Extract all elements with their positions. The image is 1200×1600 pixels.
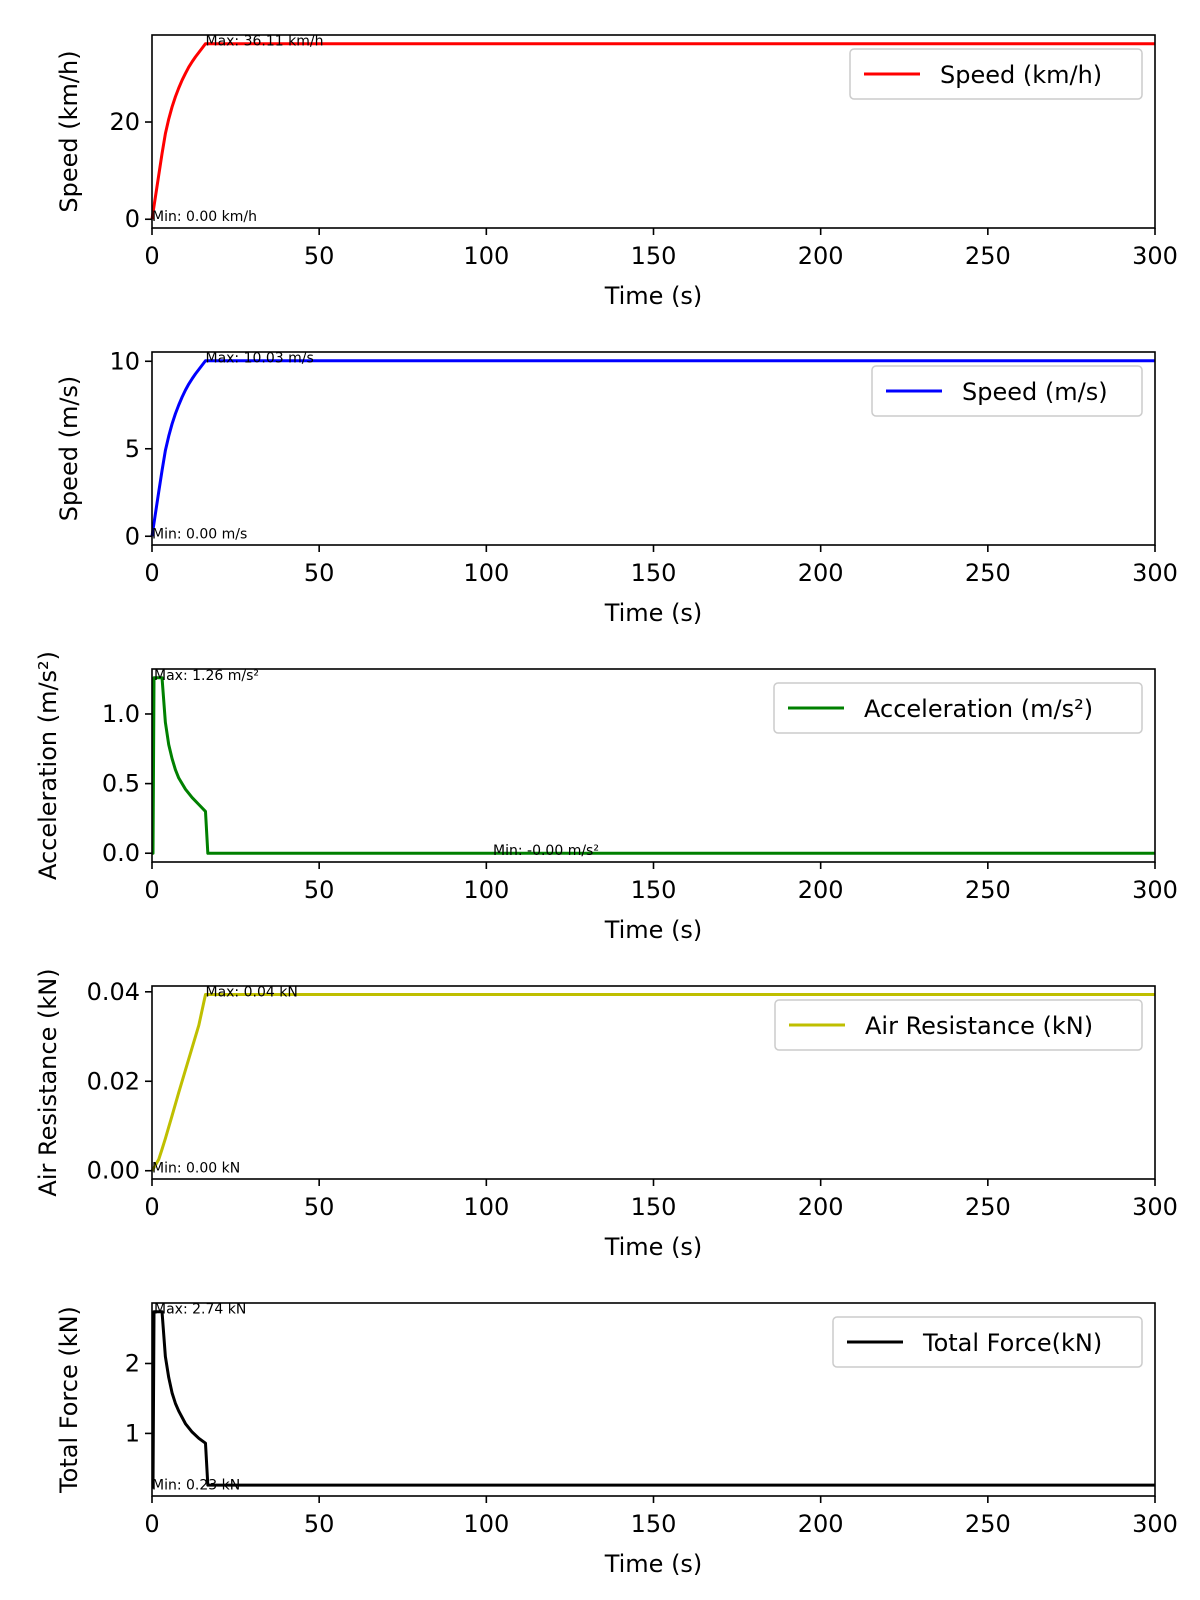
legend-box xyxy=(871,365,1143,417)
annotation-max: Max: 36.11 km/h xyxy=(205,34,323,50)
legend: Air Resistance (kN) xyxy=(774,999,1143,1051)
annotation-max: Max: 1.26 m/s² xyxy=(154,668,259,684)
chart-panel-3: 0 50 100 150 200 250 300 0.0 0.5 1.0 Time (s) Accel… xyxy=(34,651,1178,944)
x-tick-label: 300 xyxy=(1132,876,1178,904)
y-axis-label: Speed (km/h) xyxy=(55,50,83,212)
chart-panel-1: 0 50 100 150 200 250 300 0 20 Time (s) Speed (km/h… xyxy=(55,34,1178,310)
y-tick-label: 10 xyxy=(109,347,140,375)
x-tick-label: 0 xyxy=(144,559,159,587)
series-line-1 xyxy=(151,1310,1155,1489)
annotation-min: Min: 0.23 kN xyxy=(152,1477,240,1493)
y-tick-label: 0.02 xyxy=(87,1067,140,1095)
series-line-1 xyxy=(151,676,1155,855)
x-tick-label: 250 xyxy=(965,559,1011,587)
legend-box xyxy=(774,999,1143,1051)
legend-box xyxy=(773,682,1143,734)
y-tick-label: 5 xyxy=(125,435,140,463)
y-axis-label: Speed (m/s) xyxy=(55,376,83,522)
x-tick-label: 250 xyxy=(965,1193,1011,1221)
annotation-max: Max: 2.74 kN xyxy=(154,1302,246,1318)
x-tick-label: 100 xyxy=(463,242,509,270)
legend-label: Air Resistance (kN) xyxy=(865,1012,1093,1040)
x-tick-label: 50 xyxy=(304,242,335,270)
x-tick-label: 150 xyxy=(631,876,677,904)
x-tick-label: 300 xyxy=(1132,242,1178,270)
x-tick-label: 0 xyxy=(144,1193,159,1221)
x-axis-label: Time (s) xyxy=(604,1550,703,1578)
x-tick-label: 300 xyxy=(1132,1193,1178,1221)
y-tick-label: 0.04 xyxy=(87,978,140,1006)
x-tick-label: 200 xyxy=(798,242,844,270)
x-tick-label: 100 xyxy=(463,876,509,904)
x-tick-label: 50 xyxy=(304,1510,335,1538)
x-tick-label: 250 xyxy=(965,876,1011,904)
x-tick-label: 200 xyxy=(798,876,844,904)
chart-panel-2: 0 50 100 150 200 250 300 0 5 10 Time (s) Speed (m/s… xyxy=(55,347,1178,627)
x-tick-label: 200 xyxy=(798,1193,844,1221)
x-tick-label: 150 xyxy=(631,242,677,270)
legend: Speed (m/s) xyxy=(871,365,1143,417)
x-tick-label: 300 xyxy=(1132,1510,1178,1538)
y-tick-label: 0 xyxy=(125,205,140,233)
legend-label: Speed (km/h) xyxy=(940,61,1102,89)
annotation-min: Min: 0.00 km/h xyxy=(152,209,257,225)
legend-box xyxy=(849,48,1143,100)
x-axis-label: Time (s) xyxy=(604,1233,703,1261)
annotation-min: Min: -0.00 m/s² xyxy=(493,843,599,859)
annotation-max: Max: 0.04 kN xyxy=(205,984,297,1000)
x-tick-label: 100 xyxy=(463,1193,509,1221)
y-tick-label: 0.00 xyxy=(87,1157,140,1185)
series-line-1 xyxy=(150,359,1155,537)
y-tick-label: 20 xyxy=(109,108,140,136)
x-tick-label: 100 xyxy=(463,1510,509,1538)
y-tick-label: 2 xyxy=(125,1349,140,1377)
x-tick-label: 250 xyxy=(965,242,1011,270)
x-tick-label: 300 xyxy=(1132,559,1178,587)
legend-box xyxy=(832,1316,1143,1368)
x-tick-label: 100 xyxy=(463,559,509,587)
x-tick-label: 50 xyxy=(304,559,335,587)
chart-panel-4: 0 50 100 150 200 250 300 0.00 0.02 0.04 Time (s) Ai… xyxy=(34,968,1178,1261)
annotation-min: Min: 0.00 m/s xyxy=(152,526,247,542)
annotation-min: Min: 0.00 kN xyxy=(152,1161,240,1177)
y-axis-label: Air Resistance (kN) xyxy=(34,968,62,1196)
legend-label: Speed (m/s) xyxy=(962,378,1108,406)
x-tick-label: 0 xyxy=(144,1510,159,1538)
y-tick-label: 1 xyxy=(125,1419,140,1447)
x-tick-label: 150 xyxy=(631,559,677,587)
legend: Total Force(kN) xyxy=(832,1316,1143,1368)
legend-label: Total Force(kN) xyxy=(922,1329,1102,1357)
x-tick-label: 50 xyxy=(304,1193,335,1221)
series-line-1 xyxy=(150,42,1155,220)
annotation-max: Max: 10.03 m/s xyxy=(205,351,313,367)
y-axis-label: Total Force (kN) xyxy=(55,1306,83,1494)
y-tick-label: 1.0 xyxy=(102,700,140,728)
x-tick-label: 200 xyxy=(798,1510,844,1538)
y-tick-label: 0.0 xyxy=(102,839,140,867)
legend: Speed (km/h) xyxy=(849,48,1143,100)
series-line-1 xyxy=(150,993,1155,1172)
x-axis-label: Time (s) xyxy=(604,599,703,627)
x-axis-label: Time (s) xyxy=(604,282,703,310)
x-tick-label: 150 xyxy=(631,1510,677,1538)
legend-label: Acceleration (m/s²) xyxy=(864,695,1093,723)
legend: Acceleration (m/s²) xyxy=(773,682,1143,734)
y-tick-label: 0 xyxy=(125,522,140,550)
x-tick-label: 0 xyxy=(144,876,159,904)
y-axis-label: Acceleration (m/s²) xyxy=(34,651,62,880)
x-tick-label: 150 xyxy=(631,1193,677,1221)
x-tick-label: 50 xyxy=(304,876,335,904)
x-tick-label: 0 xyxy=(144,242,159,270)
chart-panel-5: 0 50 100 150 200 250 300 1 2 Time (s) Total Force … xyxy=(55,1302,1178,1578)
y-tick-label: 0.5 xyxy=(102,770,140,798)
x-tick-label: 200 xyxy=(798,559,844,587)
x-axis-label: Time (s) xyxy=(604,916,703,944)
x-tick-label: 250 xyxy=(965,1510,1011,1538)
